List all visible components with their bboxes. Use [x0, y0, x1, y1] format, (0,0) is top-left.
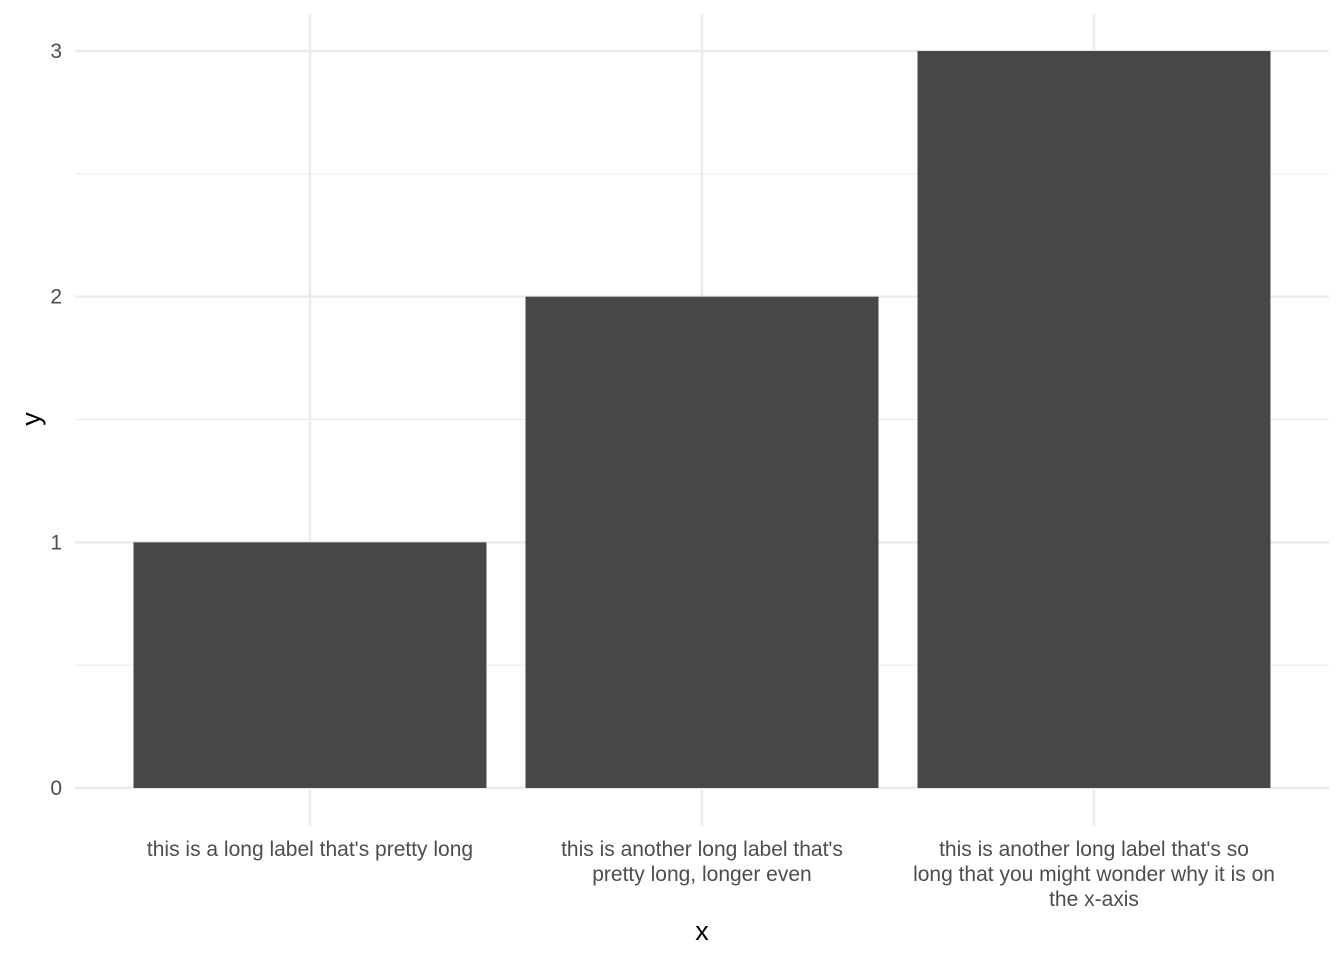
y-tick-label: 3 — [50, 40, 62, 63]
bar — [525, 296, 879, 788]
y-axis-title: y — [16, 412, 46, 426]
x-axis-title: x — [695, 916, 709, 946]
y-tick-labels: 0 1 2 3 — [50, 40, 62, 800]
x-tick-label: this is another long label that's so long… — [913, 838, 1275, 911]
y-tick-label: 0 — [50, 777, 62, 800]
x-tick-labels: this is a long label that's pretty long t… — [147, 838, 1275, 911]
x-tick-label: this is a long label that's pretty long — [147, 838, 473, 861]
bar — [917, 51, 1271, 788]
bar — [133, 542, 487, 788]
x-tick-label: this is another long label that's pretty … — [561, 838, 843, 886]
y-tick-label: 2 — [50, 286, 62, 309]
y-tick-label: 1 — [50, 531, 62, 554]
bars — [133, 51, 1271, 788]
